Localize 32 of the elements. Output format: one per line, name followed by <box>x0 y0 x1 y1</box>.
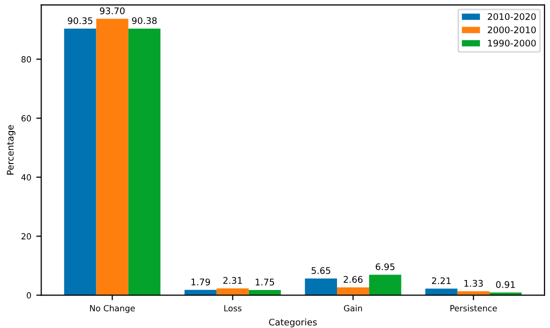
data-label: 1.79 <box>192 278 210 286</box>
data-label: 2.21 <box>432 277 451 284</box>
y-tick-label: 80 <box>21 56 31 62</box>
x-tick-label: Gain <box>344 304 362 312</box>
x-axis-title: Categories <box>269 318 317 328</box>
data-label: 0.91 <box>496 281 515 288</box>
legend-label: 1990-2000 <box>488 40 536 47</box>
data-label: 93.70 <box>100 7 125 14</box>
bar <box>304 278 338 296</box>
bar <box>369 274 402 296</box>
bar <box>96 18 128 296</box>
bar <box>425 288 458 296</box>
data-label: 1.75 <box>256 278 274 286</box>
legend-label: 2010-2020 <box>488 13 536 20</box>
data-label: 2.66 <box>344 276 363 283</box>
data-label: 90.35 <box>68 17 92 24</box>
y-tick-label: 0 <box>26 292 31 298</box>
legend-label: 2000-2010 <box>488 26 536 34</box>
data-label: 6.95 <box>376 263 394 270</box>
y-tick-label: 20 <box>22 233 31 240</box>
y-tick-label: 60 <box>22 115 31 122</box>
x-tick-label: Persistence <box>450 304 497 312</box>
bar <box>128 28 160 296</box>
data-label: 5.65 <box>312 267 330 274</box>
data-label: 1.33 <box>464 280 483 287</box>
data-label: 2.31 <box>223 277 242 284</box>
bar <box>64 28 96 296</box>
y-axis-title: Percentage <box>6 125 16 175</box>
data-label: 90.38 <box>132 17 157 24</box>
x-tick-label: No Change <box>90 304 135 313</box>
y-tick-label: 40 <box>21 174 31 180</box>
x-tick-label: Loss <box>224 305 242 312</box>
